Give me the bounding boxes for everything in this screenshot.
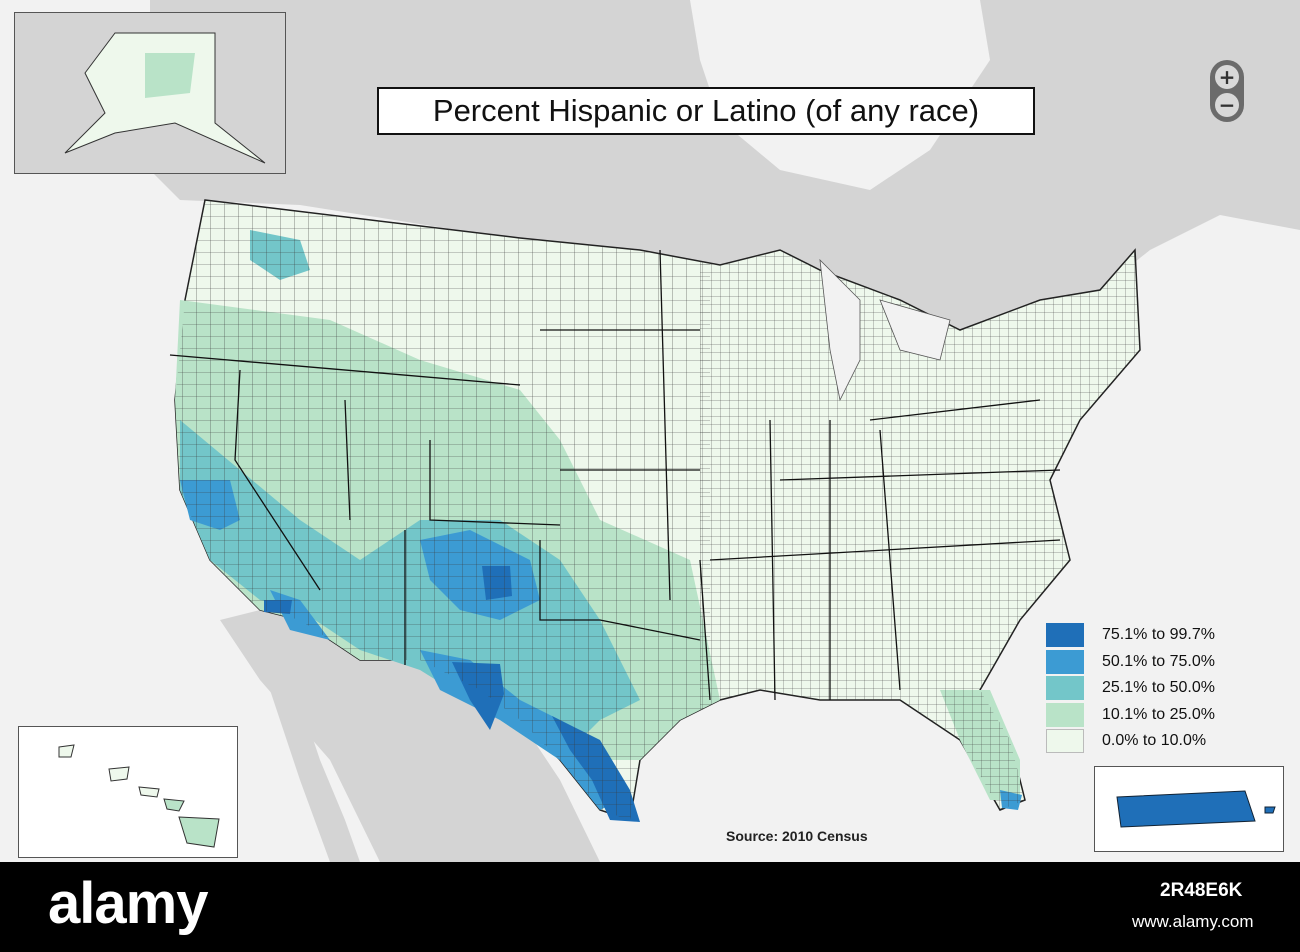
alaska-inset xyxy=(14,12,286,174)
watermark-bar xyxy=(0,862,1300,952)
legend-label: 25.1% to 50.0% xyxy=(1102,679,1215,697)
hawaii-shape xyxy=(58,744,220,848)
puerto-rico-inset xyxy=(1094,766,1284,852)
zoom-control: + − xyxy=(1210,60,1244,122)
state-boundaries xyxy=(169,249,1061,701)
legend-item: 10.1% to 25.0% xyxy=(1046,702,1256,729)
zoom-out-button[interactable]: − xyxy=(1215,93,1239,117)
watermark-logo: alamy xyxy=(48,871,208,936)
puerto-rico-shape xyxy=(1116,790,1276,828)
alaska-shape xyxy=(15,13,285,173)
hawaii-inset xyxy=(18,726,238,858)
legend-item: 0.0% to 10.0% xyxy=(1046,728,1256,755)
legend-label: 50.1% to 75.0% xyxy=(1102,652,1215,670)
legend-swatch xyxy=(1046,702,1084,727)
great-lakes xyxy=(819,258,861,402)
canada-land xyxy=(150,0,1300,330)
source-note: Source: 2010 Census xyxy=(726,828,868,844)
map-legend: 75.1% to 99.7% 50.1% to 75.0% 25.1% to 5… xyxy=(1046,622,1256,755)
map-title: Percent Hispanic or Latino (of any race) xyxy=(377,87,1035,135)
map-viewport[interactable]: Percent Hispanic or Latino (of any race)… xyxy=(0,0,1300,862)
zoom-in-button[interactable]: + xyxy=(1215,65,1239,89)
legend-label: 75.1% to 99.7% xyxy=(1102,626,1215,644)
legend-label: 0.0% to 10.0% xyxy=(1102,732,1207,750)
legend-item: 25.1% to 50.0% xyxy=(1046,675,1256,702)
legend-swatch xyxy=(1046,729,1084,754)
legend-swatch xyxy=(1046,649,1084,674)
legend-item: 75.1% to 99.7% xyxy=(1046,622,1256,649)
legend-item: 50.1% to 75.0% xyxy=(1046,649,1256,676)
mexico-land xyxy=(220,600,600,862)
baja-peninsula xyxy=(270,640,360,862)
watermark-image-id: 2R48E6K xyxy=(1160,880,1243,901)
legend-label: 10.1% to 25.0% xyxy=(1102,705,1215,723)
watermark-site: www.alamy.com xyxy=(1132,912,1254,931)
legend-swatch xyxy=(1046,676,1084,701)
legend-swatch xyxy=(1046,623,1084,648)
